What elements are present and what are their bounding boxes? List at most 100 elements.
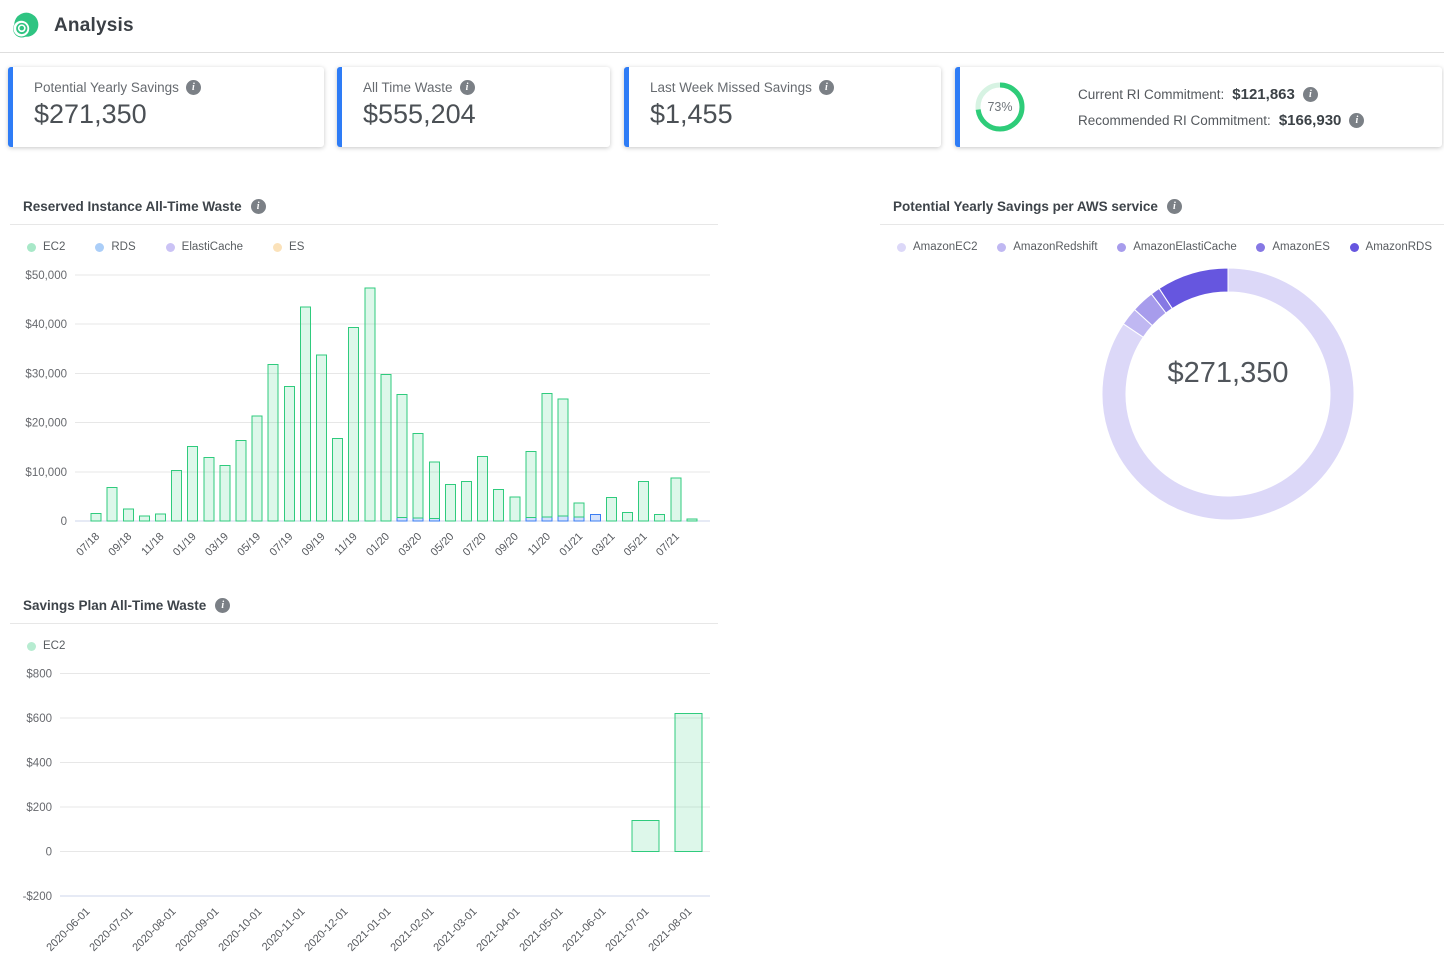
legend-item-RDS[interactable]: RDS [95, 241, 136, 253]
card-label: All Time Waste [363, 80, 453, 95]
card-potential-yearly-savings: Potential Yearly Savings $271,350 [8, 67, 324, 147]
svg-text:05/19: 05/19 [235, 531, 263, 559]
svg-text:07/19: 07/19 [267, 531, 295, 559]
info-icon[interactable] [1166, 199, 1182, 214]
legend-item-EC2[interactable]: EC2 [27, 640, 65, 652]
donut-slice-AmazonEC2[interactable] [1101, 267, 1355, 521]
svg-text:2020-12-01: 2020-12-01 [302, 906, 350, 954]
svg-text:0: 0 [61, 516, 67, 528]
legend-label: AmazonRedshift [1013, 241, 1098, 253]
svg-text:2021-06-01: 2021-06-01 [560, 906, 608, 954]
legend-item-AmazonElastiCache[interactable]: AmazonElastiCache [1117, 241, 1237, 253]
svg-text:07/18: 07/18 [74, 531, 102, 559]
chart-legend: EC2 [27, 640, 706, 652]
legend-dot-icon [1349, 242, 1359, 252]
legend-item-AmazonRDS[interactable]: AmazonRDS [1349, 241, 1432, 253]
svg-text:11/19: 11/19 [332, 531, 359, 558]
card-ri-commitment: 73% Current RI Commitment: $121,863 Reco… [955, 67, 1442, 147]
info-icon[interactable] [1349, 112, 1365, 128]
chart-title-row: Potential Yearly Savings per AWS service [893, 199, 1182, 214]
legend-label: AmazonEC2 [913, 241, 978, 253]
row-value: $166,930 [1278, 111, 1342, 129]
card-label-row: All Time Waste [363, 80, 610, 95]
legend-dot-icon [165, 242, 175, 252]
svg-text:2021-02-01: 2021-02-01 [388, 906, 436, 954]
app-header: Analysis [0, 0, 1444, 53]
legend-dot-icon [997, 242, 1007, 252]
svg-text:03/20: 03/20 [396, 531, 424, 559]
legend-item-EC2[interactable]: EC2 [27, 241, 65, 253]
legend-label: ES [289, 241, 305, 253]
legend-dot-icon [1117, 242, 1127, 252]
card-label-row: Last Week Missed Savings [650, 80, 941, 95]
svg-text:2021-07-01: 2021-07-01 [603, 906, 651, 954]
svg-text:$800: $800 [26, 669, 52, 681]
legend-item-ES[interactable]: ES [273, 241, 304, 253]
ri-utilization-gauge: 73% [973, 80, 1027, 134]
panel-divider [880, 224, 1444, 225]
svg-text:09/19: 09/19 [300, 531, 328, 559]
info-icon[interactable] [459, 80, 475, 95]
card-last-week-missed-savings: Last Week Missed Savings $1,455 [624, 67, 941, 147]
card-value: $271,350 [34, 99, 147, 129]
svg-text:$50,000: $50,000 [25, 270, 67, 282]
svg-text:05/21: 05/21 [622, 531, 650, 559]
svg-text:2020-11-01: 2020-11-01 [260, 906, 308, 954]
gauge-percent: 73% [987, 100, 1013, 114]
ri-waste-bar-chart[interactable]: 0 $10,000 $20,000 $30,000 $40,000 $50,000 07/1… [10, 258, 718, 590]
gauge-ring [975, 82, 1025, 132]
svg-text:01/19: 01/19 [171, 531, 199, 559]
row-value: $121,863 [1232, 85, 1295, 103]
donut-slice-AmazonRDS[interactable] [1158, 267, 1229, 310]
row-label: Current RI Commitment: [1078, 86, 1225, 102]
legend-item-AmazonEC2[interactable]: AmazonEC2 [897, 241, 978, 253]
info-icon[interactable] [185, 80, 201, 95]
chart-title: Reserved Instance All-Time Waste [23, 199, 242, 214]
legend-item-AmazonRedshift[interactable]: AmazonRedshift [997, 241, 1098, 253]
svg-text:2020-06-01: 2020-06-01 [44, 906, 92, 954]
card-value: $555,204 [363, 99, 476, 129]
card-all-time-waste: All Time Waste $555,204 [337, 67, 610, 147]
info-icon[interactable] [1302, 86, 1318, 102]
info-icon[interactable] [250, 199, 266, 214]
sp-waste-bar-chart[interactable]: $800 $600 $400 $200 0 -$200 2020-06-012020-07-… [10, 657, 718, 971]
legend-item-ElastiCache[interactable]: ElastiCache [165, 241, 243, 253]
svg-text:03/21: 03/21 [590, 531, 618, 559]
svg-text:2021-01-01: 2021-01-01 [345, 906, 393, 954]
legend-item-AmazonES[interactable]: AmazonES [1256, 241, 1330, 253]
donut-ring [1101, 267, 1355, 521]
donut-center-value: $271,350 [1167, 357, 1289, 389]
legend-label: AmazonElastiCache [1133, 241, 1237, 253]
card-value: $1,455 [650, 99, 733, 129]
chart-legend: AmazonEC2 AmazonRedshift AmazonElastiCache… [897, 241, 1432, 253]
svg-text:$40,000: $40,000 [25, 319, 67, 331]
legend-label: EC2 [43, 640, 66, 652]
panel-divider [10, 224, 718, 225]
svg-text:$30,000: $30,000 [25, 368, 67, 380]
svg-text:$600: $600 [26, 713, 52, 725]
legend-label: EC2 [43, 241, 66, 253]
info-icon[interactable] [818, 80, 834, 95]
legend-dot-icon [27, 242, 36, 252]
info-icon[interactable] [215, 598, 231, 613]
svg-text:2020-09-01: 2020-09-01 [173, 906, 221, 954]
legend-label: AmazonRDS [1365, 241, 1432, 253]
card-label: Last Week Missed Savings [650, 80, 812, 95]
svg-text:2020-08-01: 2020-08-01 [130, 906, 178, 954]
svg-text:07/21: 07/21 [654, 531, 682, 559]
panel-savings-per-service: Potential Yearly Savings per AWS service… [880, 195, 1444, 590]
svg-text:$400: $400 [26, 758, 52, 770]
spot-logo-icon [13, 12, 39, 38]
svg-text:07/20: 07/20 [461, 531, 489, 559]
savings-donut-chart[interactable] [1093, 259, 1363, 529]
ri-commitment-rows: Current RI Commitment: $121,863 Recommen… [1078, 86, 1365, 129]
chart-title: Potential Yearly Savings per AWS service [893, 199, 1158, 214]
legend-label: RDS [111, 241, 136, 253]
svg-text:01/21: 01/21 [557, 531, 585, 559]
svg-text:2021-03-01: 2021-03-01 [431, 906, 479, 954]
legend-dot-icon [27, 641, 36, 651]
svg-text:2021-04-01: 2021-04-01 [474, 906, 522, 954]
svg-text:2020-07-01: 2020-07-01 [87, 906, 135, 954]
current-ri-commitment-row: Current RI Commitment: $121,863 [1078, 86, 1364, 103]
